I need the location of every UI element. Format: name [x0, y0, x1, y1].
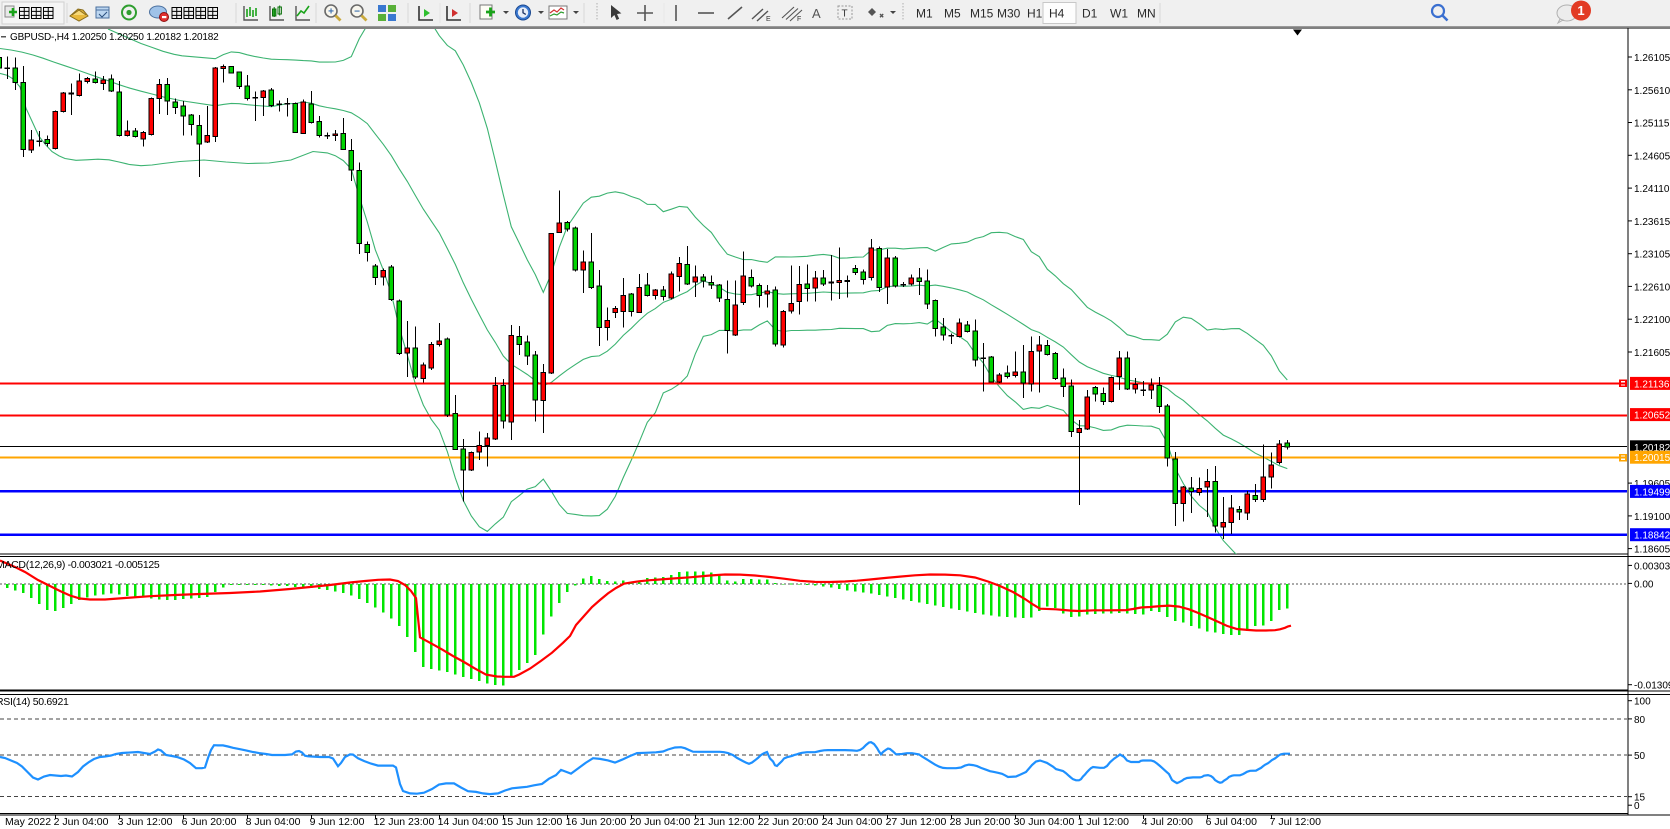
svg-text:1.20015: 1.20015: [1634, 453, 1670, 464]
svg-text:1.19605: 1.19605: [1634, 479, 1670, 490]
svg-text:1.21136: 1.21136: [1634, 379, 1670, 390]
svg-text:1.26105: 1.26105: [1634, 53, 1670, 64]
svg-text:1.19100: 1.19100: [1634, 512, 1670, 523]
svg-text:M30: M30: [997, 7, 1021, 21]
svg-text:0: 0: [1634, 801, 1640, 812]
svg-text:E: E: [766, 16, 771, 23]
svg-text:1.25610: 1.25610: [1634, 86, 1670, 97]
svg-text:22 Jun 20:00: 22 Jun 20:00: [758, 816, 819, 828]
svg-text:M5: M5: [944, 7, 961, 21]
svg-text:M1: M1: [916, 7, 933, 21]
svg-text:1.23105: 1.23105: [1634, 250, 1670, 261]
svg-text:1: 1: [1577, 3, 1584, 18]
svg-text:RSI(14) 50.6921: RSI(14) 50.6921: [0, 696, 69, 708]
svg-text:27 Jun 12:00: 27 Jun 12:00: [886, 816, 947, 828]
svg-text:MACD(12,26,9) -0.003021 -0.005: MACD(12,26,9) -0.003021 -0.005125: [0, 559, 160, 571]
svg-text:24 Jun 04:00: 24 Jun 04:00: [822, 816, 883, 828]
svg-text:3 Jun 12:00: 3 Jun 12:00: [118, 816, 173, 828]
svg-text:12 Jun 23:00: 12 Jun 23:00: [374, 816, 435, 828]
svg-text:GBPUSD-,H4 1.20250 1.20250 1.: GBPUSD-,H4 1.20250 1.20250 1.20182 1.201…: [10, 32, 219, 43]
svg-text:1.19499: 1.19499: [1634, 487, 1670, 498]
svg-text:MN: MN: [1137, 7, 1156, 21]
svg-text:0.003036: 0.003036: [1634, 561, 1670, 572]
svg-text:15 Jun 12:00: 15 Jun 12:00: [502, 816, 563, 828]
svg-text:80: 80: [1634, 715, 1646, 726]
svg-text:2 Jun 04:00: 2 Jun 04:00: [54, 816, 109, 828]
svg-text:28 Jun 20:00: 28 Jun 20:00: [950, 816, 1011, 828]
svg-text:T: T: [842, 9, 848, 20]
svg-text:M15: M15: [970, 7, 994, 21]
svg-text:1.18605: 1.18605: [1634, 545, 1670, 556]
svg-text:6 Jul 04:00: 6 Jul 04:00: [1206, 816, 1258, 828]
svg-text:1.24605: 1.24605: [1634, 151, 1670, 162]
svg-text:100: 100: [1634, 697, 1651, 708]
svg-text:1 Jul 12:00: 1 Jul 12:00: [1078, 816, 1130, 828]
svg-text:H4: H4: [1049, 7, 1065, 21]
svg-text:+: +: [328, 7, 334, 18]
svg-text:W1: W1: [1110, 7, 1128, 21]
svg-text:1.18842: 1.18842: [1634, 531, 1670, 542]
svg-text:1.21605: 1.21605: [1634, 348, 1670, 359]
svg-text:H1: H1: [1027, 7, 1043, 21]
svg-text:16 Jun 20:00: 16 Jun 20:00: [566, 816, 627, 828]
svg-text:15: 15: [1634, 793, 1646, 804]
svg-text:9 Jun 12:00: 9 Jun 12:00: [310, 816, 365, 828]
svg-text:1.25115: 1.25115: [1634, 119, 1670, 130]
svg-text:1.20652: 1.20652: [1634, 411, 1670, 422]
svg-text:May 2022: May 2022: [5, 816, 51, 828]
svg-text:-0.013094: -0.013094: [1634, 681, 1670, 692]
svg-text:30 Jun 04:00: 30 Jun 04:00: [1014, 816, 1075, 828]
svg-text:−: −: [354, 7, 360, 18]
svg-text:1.23615: 1.23615: [1634, 217, 1670, 228]
svg-text:1.20182: 1.20182: [1634, 443, 1670, 454]
svg-text:6 Jun 20:00: 6 Jun 20:00: [182, 816, 237, 828]
svg-text:0.00: 0.00: [1634, 579, 1654, 590]
svg-text:1.22610: 1.22610: [1634, 282, 1670, 293]
svg-text:50: 50: [1634, 751, 1646, 762]
svg-text:4 Jul 20:00: 4 Jul 20:00: [1142, 816, 1194, 828]
svg-text:8 Jun 04:00: 8 Jun 04:00: [246, 816, 301, 828]
svg-text:1.24110: 1.24110: [1634, 184, 1670, 195]
svg-text:1.22100: 1.22100: [1634, 315, 1670, 326]
svg-text:7 Jul 12:00: 7 Jul 12:00: [1270, 816, 1322, 828]
svg-text:21 Jun 12:00: 21 Jun 12:00: [694, 816, 755, 828]
svg-text:D1: D1: [1082, 7, 1098, 21]
svg-text:F: F: [797, 16, 801, 23]
svg-text:14 Jun 04:00: 14 Jun 04:00: [438, 816, 499, 828]
svg-text:20 Jun 04:00: 20 Jun 04:00: [630, 816, 691, 828]
svg-text:A: A: [812, 6, 821, 21]
